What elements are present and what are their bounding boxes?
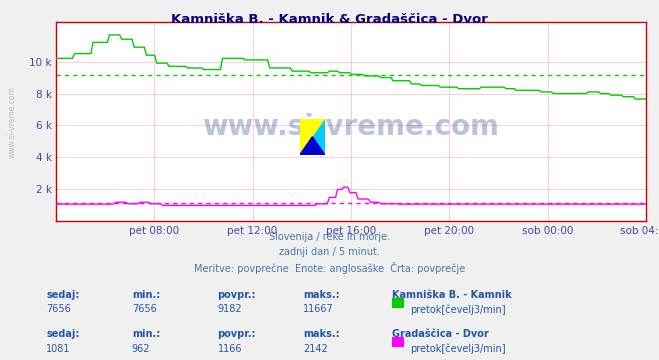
Text: 1166: 1166 xyxy=(217,344,242,354)
Text: Kamniška B. - Kamnik: Kamniška B. - Kamnik xyxy=(392,290,512,300)
Text: Gradaščica - Dvor: Gradaščica - Dvor xyxy=(392,329,489,339)
Text: 11667: 11667 xyxy=(303,304,334,314)
Text: povpr.:: povpr.: xyxy=(217,290,256,300)
Text: www.si-vreme.com: www.si-vreme.com xyxy=(202,113,500,141)
Polygon shape xyxy=(300,119,325,155)
Text: 7656: 7656 xyxy=(46,304,71,314)
Text: min.:: min.: xyxy=(132,290,160,300)
Text: 7656: 7656 xyxy=(132,304,157,314)
Polygon shape xyxy=(300,137,325,155)
Text: Kamniška B. - Kamnik & Gradaščica - Dvor: Kamniška B. - Kamnik & Gradaščica - Dvor xyxy=(171,13,488,26)
Polygon shape xyxy=(300,119,325,155)
Text: Meritve: povprečne  Enote: anglosaške  Črta: povprečje: Meritve: povprečne Enote: anglosaške Črt… xyxy=(194,262,465,274)
Text: 1081: 1081 xyxy=(46,344,71,354)
Text: maks.:: maks.: xyxy=(303,329,340,339)
Text: 2142: 2142 xyxy=(303,344,328,354)
Text: povpr.:: povpr.: xyxy=(217,329,256,339)
Text: 962: 962 xyxy=(132,344,150,354)
Text: 9182: 9182 xyxy=(217,304,242,314)
Text: maks.:: maks.: xyxy=(303,290,340,300)
Text: min.:: min.: xyxy=(132,329,160,339)
Text: pretok[čevelj3/min]: pretok[čevelj3/min] xyxy=(410,304,505,315)
Text: zadnji dan / 5 minut.: zadnji dan / 5 minut. xyxy=(279,247,380,257)
Text: pretok[čevelj3/min]: pretok[čevelj3/min] xyxy=(410,344,505,354)
Text: Slovenija / reke in morje.: Slovenija / reke in morje. xyxy=(269,232,390,242)
Text: sedaj:: sedaj: xyxy=(46,290,80,300)
Text: www.si-vreme.com: www.si-vreme.com xyxy=(8,86,17,158)
Text: sedaj:: sedaj: xyxy=(46,329,80,339)
